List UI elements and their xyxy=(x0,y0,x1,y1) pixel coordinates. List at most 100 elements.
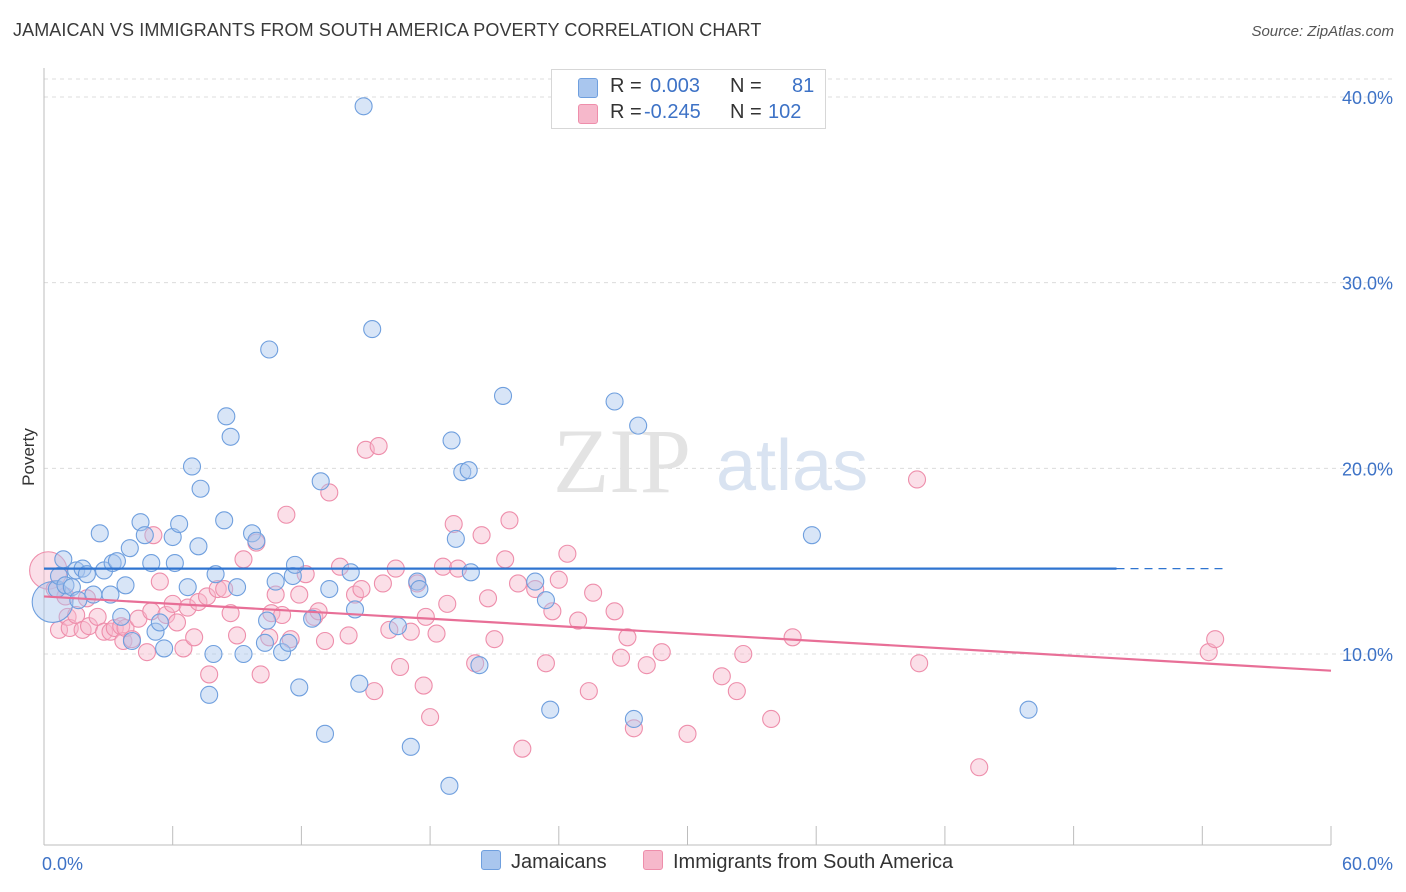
data-point xyxy=(363,320,382,339)
data-point xyxy=(170,514,189,534)
data-point xyxy=(354,97,373,116)
data-point xyxy=(678,724,697,743)
legend-label: Jamaicans xyxy=(511,851,607,873)
r-label: R = xyxy=(610,101,642,123)
data-point xyxy=(120,539,139,558)
data-point xyxy=(350,674,369,693)
data-point xyxy=(208,579,227,599)
regression-lines xyxy=(43,567,1332,672)
data-point xyxy=(137,643,157,662)
data-point xyxy=(146,622,165,641)
series-jamaicans xyxy=(31,97,1038,795)
data-point xyxy=(408,572,427,591)
data-point xyxy=(470,656,489,675)
data-point xyxy=(260,340,279,359)
data-point xyxy=(157,605,176,625)
data-point xyxy=(191,479,210,498)
data-point xyxy=(234,550,253,569)
x-tick-label-max: 60.0% xyxy=(1342,854,1393,874)
data-point xyxy=(459,461,478,480)
legend-item-immigrants: Immigrants from South America xyxy=(643,850,953,874)
data-point xyxy=(380,620,399,639)
data-point xyxy=(150,572,169,591)
data-point xyxy=(438,594,457,613)
data-point xyxy=(221,604,240,623)
data-point xyxy=(629,416,648,435)
data-point xyxy=(391,657,410,677)
data-point xyxy=(453,462,472,482)
data-point xyxy=(178,578,197,597)
data-point xyxy=(150,613,169,632)
n-value: 81 xyxy=(792,75,815,97)
data-point xyxy=(234,644,253,664)
data-point xyxy=(618,628,637,647)
data-point xyxy=(215,511,234,530)
data-point xyxy=(315,724,335,743)
data-point xyxy=(290,678,309,697)
data-point xyxy=(493,386,513,405)
data-point xyxy=(107,552,126,571)
data-point xyxy=(500,511,519,530)
x-tick-label-min: 0.0% xyxy=(42,854,83,874)
data-point xyxy=(410,579,429,599)
zipatlas-watermark: ZIP atlas xyxy=(553,410,868,512)
data-point xyxy=(228,578,247,597)
data-point xyxy=(95,622,114,641)
legend-item-jamaicans: Jamaicans xyxy=(481,850,607,874)
data-point xyxy=(762,709,781,729)
data-point xyxy=(526,579,545,599)
r-label: R = xyxy=(610,75,642,97)
pink-swatch xyxy=(578,104,598,124)
y-tick-label: 10.0% xyxy=(1342,645,1393,665)
data-point xyxy=(258,611,277,630)
y-tick-label: 30.0% xyxy=(1342,274,1393,294)
data-point xyxy=(496,550,515,569)
data-point xyxy=(416,607,435,626)
data-point xyxy=(907,470,927,489)
data-point xyxy=(442,431,461,450)
watermark-zip: ZIP xyxy=(553,410,691,512)
data-point xyxy=(330,557,350,576)
blue-swatch xyxy=(578,78,598,98)
data-point xyxy=(116,576,135,595)
data-point xyxy=(910,654,929,673)
data-point xyxy=(401,737,420,756)
data-point xyxy=(178,598,197,617)
n-label: N = xyxy=(730,101,762,123)
data-point xyxy=(165,553,184,573)
data-point xyxy=(277,505,296,524)
data-point xyxy=(112,607,131,626)
data-point xyxy=(536,591,555,610)
data-point xyxy=(251,665,270,684)
data-point xyxy=(315,631,335,651)
data-point xyxy=(624,719,643,738)
data-point xyxy=(444,514,463,534)
data-point xyxy=(200,685,219,704)
data-point xyxy=(712,667,731,686)
data-point xyxy=(135,526,154,545)
data-point xyxy=(290,585,309,604)
data-point xyxy=(155,639,174,658)
data-point xyxy=(122,631,141,651)
data-point xyxy=(365,682,384,701)
data-point xyxy=(485,630,504,649)
data-point xyxy=(427,624,446,643)
data-point xyxy=(174,639,193,658)
data-point xyxy=(273,643,292,662)
data-point xyxy=(605,602,624,621)
data-point xyxy=(311,472,330,491)
data-point xyxy=(478,589,498,608)
data-point xyxy=(802,526,821,545)
data-point xyxy=(569,611,588,630)
data-point xyxy=(472,526,491,545)
data-point xyxy=(67,561,86,580)
data-point xyxy=(303,609,322,628)
data-point xyxy=(285,555,305,574)
data-point xyxy=(167,613,187,632)
data-point xyxy=(388,617,407,636)
data-point xyxy=(369,437,388,456)
data-point xyxy=(69,591,88,610)
data-point xyxy=(77,565,96,584)
data-point xyxy=(783,628,802,647)
